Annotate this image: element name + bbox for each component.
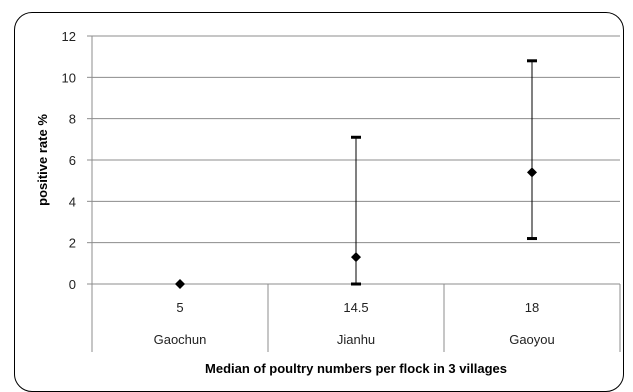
data-point xyxy=(351,252,361,263)
x-axis-title: Median of poultry numbers per flock in 3… xyxy=(205,361,507,376)
y-tick-label: 6 xyxy=(69,153,76,168)
x-category-village-label: Jianhu xyxy=(337,332,375,347)
y-tick-label: 2 xyxy=(69,236,76,251)
y-tick-label: 0 xyxy=(69,277,76,292)
x-category-village-label: Gaochun xyxy=(154,332,207,347)
data-point xyxy=(175,279,185,289)
x-category-median-label: 18 xyxy=(525,300,539,315)
error-bars xyxy=(351,59,537,286)
x-category-median-label: 5 xyxy=(176,300,183,315)
data-points xyxy=(175,167,537,289)
y-tick-labels: 0 2 4 6 8 10 12 xyxy=(62,29,76,292)
data-point xyxy=(527,167,537,178)
x-category-village-label: Gaoyou xyxy=(509,332,555,347)
x-category-labels: 5 Gaochun 14.5 Jianhu 18 Gaoyou xyxy=(154,300,555,347)
y-tick-label: 4 xyxy=(69,194,76,209)
error-bar-chart: 0 2 4 6 8 10 12 5 Gaochun 14.5 Jianhu 18 Gaoyou pos… xyxy=(35,29,621,376)
y-tick-label: 8 xyxy=(69,112,76,127)
y-tick-label: 10 xyxy=(62,70,76,85)
x-category-median-label: 14.5 xyxy=(343,300,368,315)
y-tick-label: 12 xyxy=(62,29,76,44)
y-axis-title: positive rate % xyxy=(35,114,50,206)
